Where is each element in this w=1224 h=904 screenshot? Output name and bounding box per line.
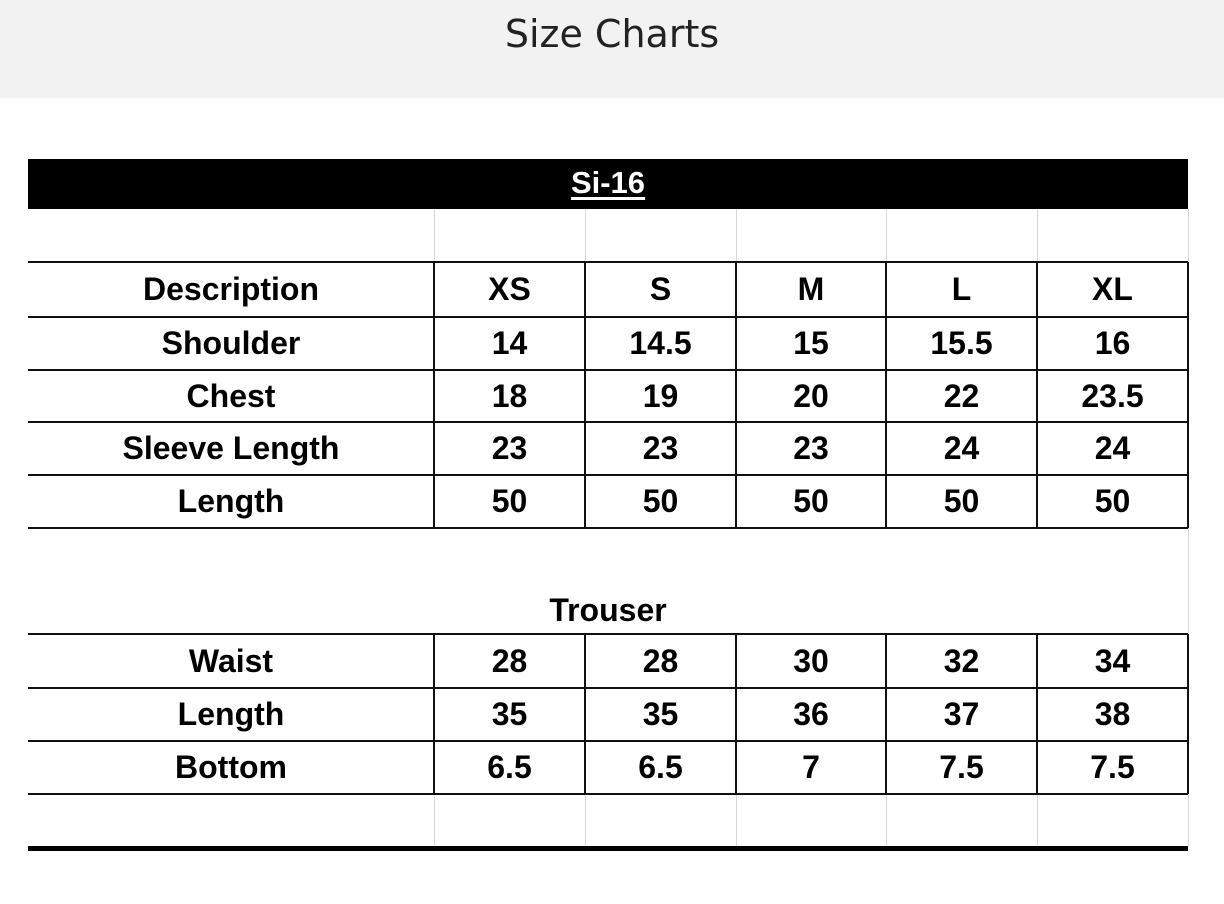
table-cell: 50: [491, 483, 528, 519]
column-header: S: [649, 271, 672, 307]
gridline: [434, 209, 435, 262]
gridline: [434, 794, 435, 846]
row-label: Waist: [188, 642, 274, 679]
gridline: [736, 209, 737, 262]
row-divider: [28, 687, 1188, 689]
table-cell: 23.5: [1081, 377, 1144, 414]
column-divider: [1187, 634, 1189, 794]
column-header: XS: [488, 271, 531, 307]
table-cell: 35: [642, 696, 679, 732]
row-divider: [28, 316, 1188, 318]
trouser-section-title: Trouser: [549, 592, 667, 628]
table-cell: 50: [793, 483, 829, 519]
column-divider: [1187, 262, 1189, 528]
table-cell: 23: [491, 430, 528, 466]
table-cell: 7.5: [939, 749, 984, 785]
gridline: [1188, 209, 1189, 262]
column-header: XL: [1092, 271, 1133, 307]
gridline: [585, 794, 586, 846]
table-cell: 30: [793, 642, 829, 679]
column-divider: [885, 262, 887, 528]
modal-header: Size Charts: [0, 0, 1224, 98]
row-divider: [28, 421, 1188, 423]
gridline: [886, 209, 887, 262]
table-cell: 24: [943, 430, 980, 466]
gridline: [1037, 209, 1038, 262]
table-cell: 38: [1094, 696, 1131, 732]
gridline: [585, 209, 586, 262]
table-cell: 50: [1094, 483, 1131, 519]
table-cell: 36: [793, 696, 829, 732]
table-cell: 7: [802, 749, 820, 785]
row-label: Sleeve Length: [122, 430, 340, 466]
row-divider: [28, 740, 1188, 742]
gridline: [886, 794, 887, 846]
column-divider: [885, 634, 887, 794]
table-cell: 50: [642, 483, 679, 519]
gridline: [736, 794, 737, 846]
column-divider: [433, 634, 435, 794]
chart-title: Si-16: [570, 165, 646, 200]
table-cell: 14: [491, 325, 528, 361]
column-divider: [584, 634, 586, 794]
table-cell: 28: [491, 642, 528, 679]
table-cell: 20: [793, 377, 829, 414]
chart-title-band: Si-16: [28, 159, 1188, 209]
column-header: M: [797, 271, 825, 307]
table-cell: 23: [793, 430, 829, 466]
table-cell: 34: [1094, 642, 1131, 679]
column-header: L: [951, 271, 972, 307]
table-cell: 18: [491, 377, 528, 414]
table-cell: 6.5: [487, 749, 532, 785]
column-divider: [433, 262, 435, 528]
column-divider: [584, 262, 586, 528]
table-cell: 15: [793, 325, 829, 361]
column-divider: [1036, 262, 1038, 528]
row-divider: [28, 633, 1188, 635]
table-cell: 6.5: [638, 749, 683, 785]
row-label: Chest: [186, 377, 276, 414]
gridline: [1188, 794, 1189, 846]
table-cell: 22: [943, 377, 980, 414]
row-divider: [28, 261, 1188, 263]
table-cell: 37: [943, 696, 980, 732]
row-divider: [28, 793, 1188, 795]
table-cell: 50: [943, 483, 980, 519]
column-divider: [735, 634, 737, 794]
table-cell: 15.5: [930, 325, 993, 361]
table-cell: 23: [642, 430, 679, 466]
table-cell: 14.5: [629, 325, 692, 361]
table-cell: 16: [1094, 325, 1131, 361]
column-divider: [735, 262, 737, 528]
table-cell: 7.5: [1090, 749, 1135, 785]
gridline: [1037, 794, 1038, 846]
gridline: [1188, 528, 1189, 634]
row-divider: [28, 474, 1188, 476]
row-label: Length: [177, 483, 285, 519]
column-divider: [1036, 634, 1038, 794]
row-divider: [28, 369, 1188, 371]
table-cell: 24: [1094, 430, 1131, 466]
bottom-border: [28, 846, 1188, 851]
table-cell: 35: [491, 696, 528, 732]
row-label: Bottom: [175, 749, 287, 785]
table-cell: 28: [642, 642, 679, 679]
row-label: Shoulder: [161, 325, 301, 361]
table-cell: 19: [642, 377, 679, 414]
row-label: Length: [177, 696, 285, 732]
row-divider: [28, 527, 1188, 529]
page-title: Size Charts: [504, 12, 720, 56]
column-header: Description: [142, 271, 320, 307]
table-cell: 32: [943, 642, 980, 679]
